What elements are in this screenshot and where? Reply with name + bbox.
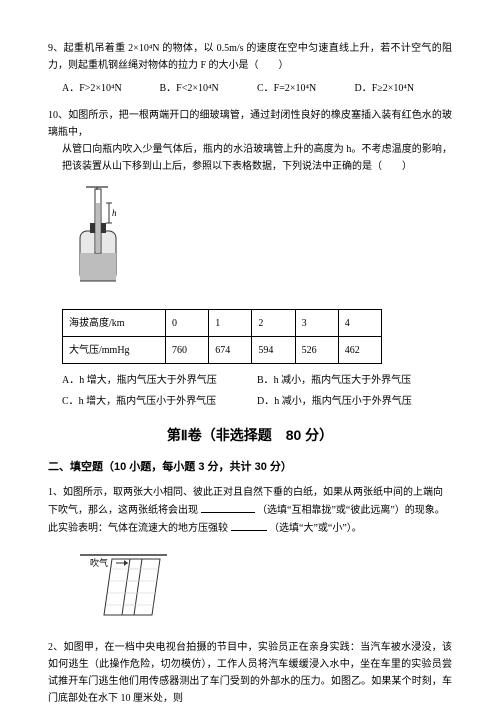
blank-1 (201, 501, 255, 513)
q9-text: 9、起重机吊着重 2×10⁴N 的物体，以 0.5m/s 的速度在空中匀速直线上… (48, 40, 452, 74)
cell: 0 (166, 310, 209, 337)
cell: 526 (295, 337, 338, 364)
bottle-figure: h (62, 183, 452, 299)
q10-line2: 从管口向瓶内吹入少量气体后，瓶内的水沿玻璃管上升的高度为 h。不考虑温度的影响，… (62, 141, 452, 175)
row1-head: 海拔高度/km (63, 310, 166, 337)
q10-opt-a: A．h 增大，瓶内气压大于外界气压 (62, 372, 257, 389)
cell: 674 (209, 337, 252, 364)
cell: 3 (295, 310, 338, 337)
cell: 2 (252, 310, 295, 337)
q9-opt-a: A．F>2×10⁴N (62, 80, 160, 97)
q9-options: A．F>2×10⁴N B．F<2×10⁴N C．F=2×10⁴N D．F≥2×1… (62, 80, 452, 97)
q10-opt-d: D．h 减小，瓶内气压小于外界气压 (257, 393, 452, 410)
q9-opt-d: D．F≥2×10⁴N (355, 80, 453, 97)
q10-opt-b: B．h 减小，瓶内气压大于外界气压 (257, 372, 452, 389)
q9-opt-b: B．F<2×10⁴N (160, 80, 258, 97)
q10-opt-c: C．h 增大，瓶内气压小于外界气压 (62, 393, 257, 410)
paper-figure: 吹气 (72, 545, 452, 629)
fill-title: 二、填空题（10 小题，每小题 3 分，共计 30 分） (48, 458, 452, 477)
fill-q1: 1、如图所示，取两张大小相同、彼此正对且自然下垂的白纸，如果从两张纸中间的上端向… (48, 484, 452, 629)
q10-table: 海拔高度/km 0 1 2 3 4 大气压/mmHg 760 674 594 5… (62, 309, 382, 364)
cell: 462 (338, 337, 381, 364)
svg-text:h: h (112, 208, 117, 218)
fq1-post: （选填“大”或“小”）。 (269, 523, 362, 534)
question-10: 10、如图所示，把一根两端开口的细玻璃管，通过封闭性良好的橡皮塞插入装有红色水的… (48, 107, 452, 410)
q9-opt-c: C．F=2×10⁴N (257, 80, 355, 97)
cell: 594 (252, 337, 295, 364)
section-2-title: 第Ⅱ卷（非选择题 80 分） (48, 424, 452, 448)
cell: 1 (209, 310, 252, 337)
cell: 4 (338, 310, 381, 337)
q10-options: A．h 增大，瓶内气压大于外界气压 B．h 减小，瓶内气压大于外界气压 C．h … (62, 372, 452, 410)
q10-line1: 10、如图所示，把一根两端开口的细玻璃管，通过封闭性良好的橡皮塞插入装有红色水的… (48, 107, 452, 141)
cell: 760 (166, 337, 209, 364)
question-9: 9、起重机吊着重 2×10⁴N 的物体，以 0.5m/s 的速度在空中匀速直线上… (48, 40, 452, 97)
blow-label: 吹气 (90, 557, 108, 568)
row2-head: 大气压/mmHg (63, 337, 166, 364)
fq2-text: 2、如图甲，在一档中央电视台拍摄的节目中，实验员正在亲身实践：当汽车被水浸没，该… (48, 639, 452, 707)
fill-q2: 2、如图甲，在一档中央电视台拍摄的节目中，实验员正在亲身实践：当汽车被水浸没，该… (48, 639, 452, 707)
blank-2 (231, 519, 267, 531)
